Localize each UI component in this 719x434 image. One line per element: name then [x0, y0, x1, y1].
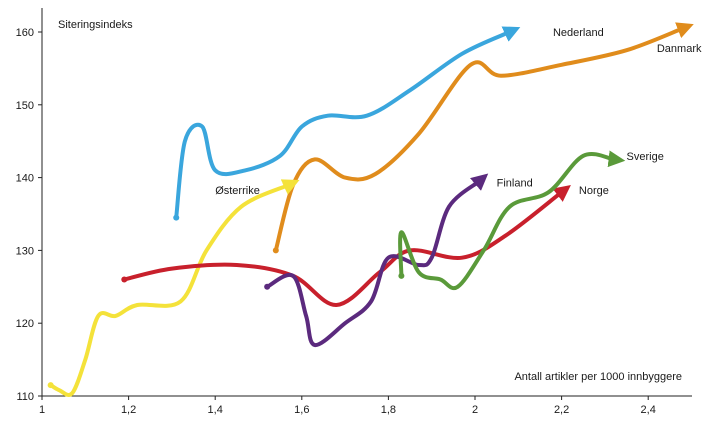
- series-line-finland: [265, 173, 489, 347]
- x-tick-label: 2,2: [554, 404, 569, 416]
- y-tick-label: 150: [16, 100, 34, 112]
- y-tick-label: 160: [16, 27, 34, 39]
- series-label-sverige: Sverige: [627, 151, 664, 163]
- y-tick-label: 110: [16, 391, 34, 403]
- series-label-nederland: Nederland: [553, 27, 604, 39]
- series-line-sterrike: [48, 179, 300, 397]
- series-start-point-finland: [264, 283, 271, 290]
- series-line-nederland: [174, 26, 521, 220]
- x-tick-label: 1,4: [208, 404, 223, 416]
- x-tick-label: 1: [39, 404, 45, 416]
- x-tick-label: 1,8: [381, 404, 396, 416]
- series-line-sverige: [398, 150, 626, 291]
- series-label-norge: Norge: [579, 185, 609, 197]
- series-start-point-danmark: [272, 247, 279, 254]
- axes: 1 1,2 1,4 1,6 1,8 2 2,2 2,4 110 120 130 140 150 160: [16, 8, 692, 416]
- series-start-point-sterrike: [47, 382, 54, 389]
- series-line-danmark: [273, 22, 694, 253]
- y-axis-title: Siteringsindeks: [58, 19, 133, 31]
- series-start-point-nederland: [173, 214, 180, 221]
- series-start-point-norge: [121, 276, 128, 283]
- y-tick-label: 130: [16, 245, 34, 257]
- series-label-finland: Finland: [497, 178, 533, 190]
- series-label-sterrike: Østerrike: [215, 185, 260, 197]
- x-tick-label: 2,4: [641, 404, 656, 416]
- labels-layer: Nederland Danmark Østerrike Finland Norge Sve…: [215, 27, 702, 197]
- x-tick-label: 1,6: [294, 404, 309, 416]
- x-tick-label: 2: [472, 404, 478, 416]
- series-start-point-sverige: [398, 272, 405, 279]
- series-layer: [47, 22, 694, 397]
- x-tick-label: 1,2: [121, 404, 136, 416]
- y-tick-label: 120: [16, 318, 34, 330]
- x-axis-title: Antall artikler per 1000 innbyggere: [514, 371, 682, 383]
- y-tick-label: 140: [16, 173, 34, 185]
- series-label-danmark: Danmark: [657, 43, 702, 55]
